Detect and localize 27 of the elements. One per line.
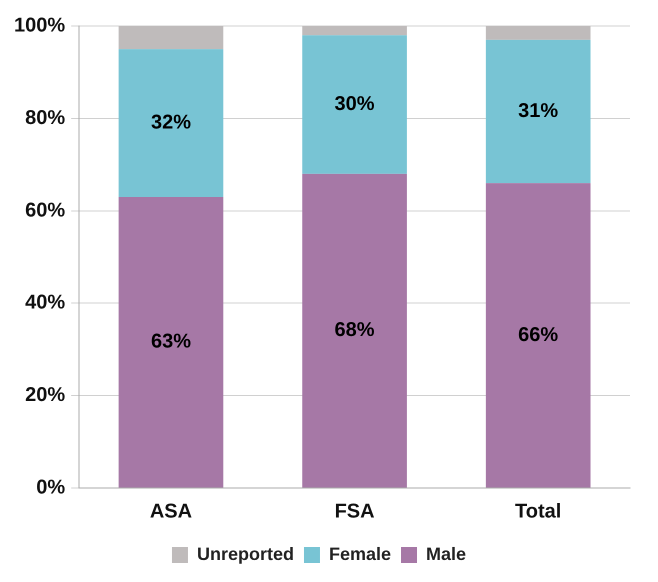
- data-label: 30%: [334, 93, 375, 116]
- y-tick-label: 80%: [25, 106, 66, 129]
- data-label: 66%: [518, 324, 558, 346]
- data-label: 31%: [518, 100, 558, 122]
- bar: [118, 49, 224, 197]
- bar: [302, 35, 407, 174]
- legend-label: Male: [426, 544, 466, 564]
- legend-label: Unreported: [196, 544, 294, 564]
- x-tick-label: Total: [515, 500, 562, 523]
- y-tick-label: 40%: [25, 292, 66, 314]
- y-tick-label: 20%: [25, 384, 66, 406]
- data-label: 63%: [150, 330, 192, 353]
- bar: [118, 26, 224, 50]
- data-label: 32%: [150, 112, 192, 134]
- x-tick-label: FSA: [334, 500, 375, 523]
- y-tick-label: 0%: [36, 476, 66, 499]
- bar: [486, 40, 591, 184]
- bar: [302, 26, 407, 36]
- bar: [486, 183, 591, 488]
- y-tick-label: 100%: [14, 14, 66, 37]
- legend-label: Female: [328, 544, 392, 564]
- bar: [302, 174, 407, 488]
- bar: [486, 26, 591, 40]
- x-tick-label: ASA: [150, 500, 192, 523]
- y-tick-label: 60%: [25, 199, 66, 222]
- data-label: 68%: [334, 319, 375, 342]
- bar: [118, 196, 224, 488]
